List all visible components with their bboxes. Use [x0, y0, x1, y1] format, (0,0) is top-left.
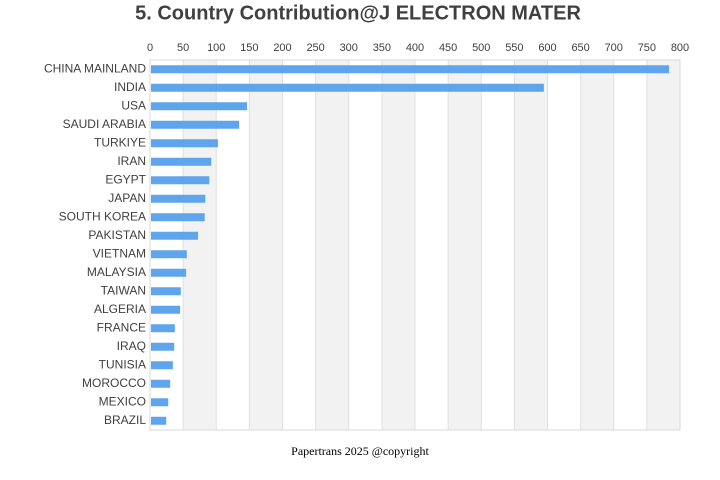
bar [151, 157, 212, 166]
y-tick-label: USA [121, 98, 146, 112]
x-tick-label: 350 [373, 42, 391, 54]
x-tick-label: 500 [472, 42, 490, 54]
band [646, 60, 680, 430]
x-tick-label: 150 [240, 42, 258, 54]
y-tick-label: IRAQ [117, 339, 146, 353]
y-tick-label: PAKISTAN [88, 228, 146, 242]
bar [151, 305, 181, 314]
bar [151, 416, 167, 425]
y-tick-label: IRAN [117, 154, 146, 168]
bar [151, 120, 240, 129]
bar [151, 102, 248, 111]
band [448, 60, 482, 430]
bar [151, 342, 175, 351]
y-tick-label: TUNISIA [99, 357, 146, 371]
bar [151, 139, 218, 148]
bar [151, 324, 175, 333]
y-tick-label: EGYPT [105, 172, 146, 186]
band [315, 60, 349, 430]
y-tick-label: FRANCE [97, 320, 146, 334]
x-tick-label: 250 [306, 42, 324, 54]
bar [151, 287, 181, 296]
y-tick-label: ALGERIA [94, 302, 146, 316]
y-tick-label: TAIWAN [101, 283, 146, 297]
x-tick-label: 700 [605, 42, 623, 54]
band [580, 60, 614, 430]
bar [151, 83, 544, 92]
band [183, 60, 217, 430]
y-tick-label: VIETNAM [93, 246, 146, 260]
x-tick-label: 550 [505, 42, 523, 54]
x-tick-label: 400 [406, 42, 424, 54]
x-tick-label: 600 [538, 42, 556, 54]
footer: Papertrans 2025 @copyright [291, 444, 429, 458]
bar [151, 268, 187, 277]
y-tick-label: BRAZIL [104, 413, 146, 427]
x-tick-label: 200 [273, 42, 291, 54]
band [514, 60, 548, 430]
x-tick-label: 100 [207, 42, 225, 54]
band [249, 60, 283, 430]
x-tick-label: 750 [638, 42, 656, 54]
plot-border [149, 59, 681, 431]
x-tick-label: 800 [671, 42, 689, 54]
x-tick-label: 0 [147, 42, 153, 54]
band [381, 60, 415, 430]
y-tick-label: JAPAN [108, 191, 146, 205]
x-tick-label: 300 [340, 42, 358, 54]
bar [151, 176, 210, 185]
chart-title: 5. Country Contribution@J ELECTRON MATER [135, 2, 581, 24]
y-tick-label: INDIA [114, 80, 146, 94]
y-tick-label: SOUTH KOREA [59, 209, 146, 223]
y-tick-label: CHINA MAINLAND [44, 61, 146, 75]
bar [151, 361, 173, 370]
bar [151, 398, 169, 407]
bar [151, 194, 206, 203]
bar [151, 250, 187, 259]
x-tick-label: 650 [571, 42, 589, 54]
y-tick-label: MOROCCO [82, 376, 146, 390]
y-tick-label: MEXICO [99, 394, 146, 408]
bar [151, 65, 670, 74]
bar [151, 213, 205, 222]
y-tick-label: MALAYSIA [87, 265, 146, 279]
y-tick-label: SAUDI ARABIA [63, 117, 146, 131]
bar [151, 379, 171, 388]
y-tick-label: TURKIYE [94, 135, 146, 149]
x-tick-label: 50 [177, 42, 189, 54]
x-tick-label: 450 [439, 42, 457, 54]
bar [151, 231, 199, 240]
